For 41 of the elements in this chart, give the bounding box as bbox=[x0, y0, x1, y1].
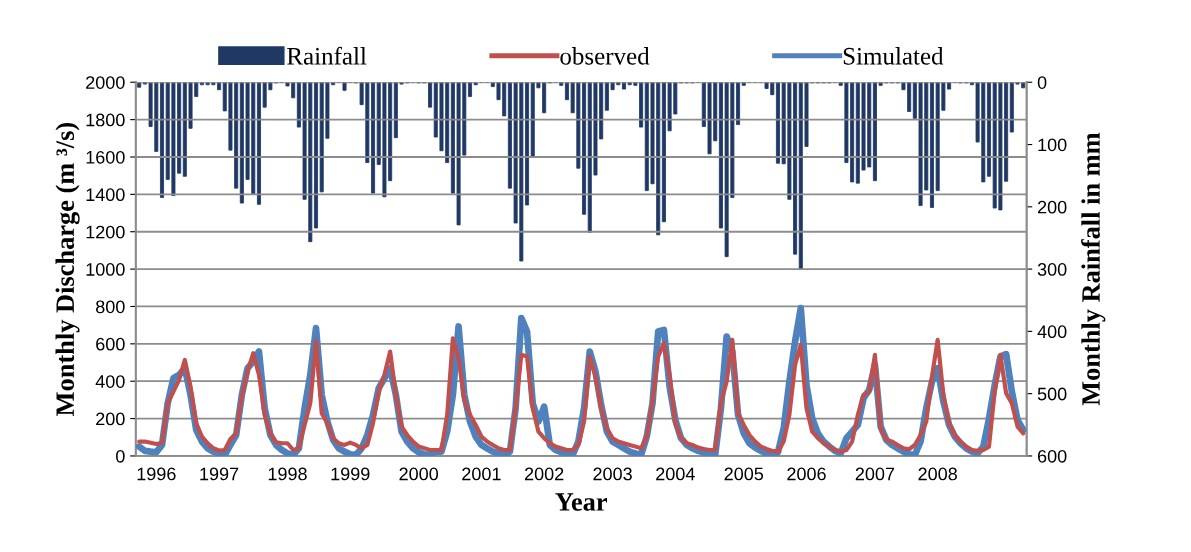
y-tick-label: 0 bbox=[116, 449, 125, 463]
y2-tick-label: 300 bbox=[1037, 263, 1067, 276]
x-tick-label: 2002 bbox=[524, 467, 564, 481]
y2-tick-label: 0 bbox=[1037, 76, 1047, 89]
y2-tick-label: 600 bbox=[1037, 449, 1067, 463]
y2-axis-title: Monthly Rainfall in mm bbox=[1081, 132, 1106, 406]
y-tick-label: 1600 bbox=[86, 150, 125, 164]
y-tick-label: 1200 bbox=[86, 225, 125, 239]
y2-tick-label: 500 bbox=[1037, 387, 1067, 401]
x-axis-title: Year bbox=[555, 493, 608, 511]
y-tick-label: 1000 bbox=[86, 263, 125, 276]
bar bbox=[559, 82, 564, 86]
x-tick-label: 1997 bbox=[200, 467, 239, 481]
x-tick-label: 1996 bbox=[137, 467, 176, 481]
x-tick-label: 1998 bbox=[268, 467, 307, 481]
y-tick-label: 800 bbox=[96, 300, 125, 314]
legend-label: observed bbox=[560, 47, 650, 65]
legend-label: Rainfall bbox=[287, 46, 367, 65]
y-tick-label: 1400 bbox=[86, 188, 125, 202]
x-tick-label: 2000 bbox=[399, 467, 439, 481]
y-tick-label: 400 bbox=[95, 375, 125, 388]
y-axis-title: Monthly Discharge (m ³/s) bbox=[55, 123, 80, 416]
x-tick-label: 2008 bbox=[918, 467, 957, 481]
x-tick-label: 2005 bbox=[724, 467, 764, 481]
legend-label: Simulated bbox=[843, 47, 944, 65]
x-tick-label: 2001 bbox=[462, 467, 501, 481]
x-tick-label: 2003 bbox=[593, 467, 632, 481]
bar bbox=[741, 82, 746, 86]
x-tick-label: 2006 bbox=[787, 467, 826, 481]
x-tick-label: 2007 bbox=[855, 467, 895, 481]
y-tick-label: 200 bbox=[96, 412, 125, 426]
x-tick-label: 2004 bbox=[656, 467, 695, 481]
x-tick-label: 1999 bbox=[331, 467, 370, 481]
y-tick-label: 600 bbox=[96, 337, 125, 351]
bar bbox=[137, 82, 142, 88]
y2-tick-label: 200 bbox=[1037, 200, 1067, 214]
y2-tick-label: 400 bbox=[1037, 325, 1067, 339]
y-tick-label: 1800 bbox=[86, 113, 125, 127]
y2-tick-label: 100 bbox=[1038, 138, 1067, 152]
bar bbox=[342, 82, 347, 91]
y-tick-label: 2000 bbox=[86, 76, 125, 89]
